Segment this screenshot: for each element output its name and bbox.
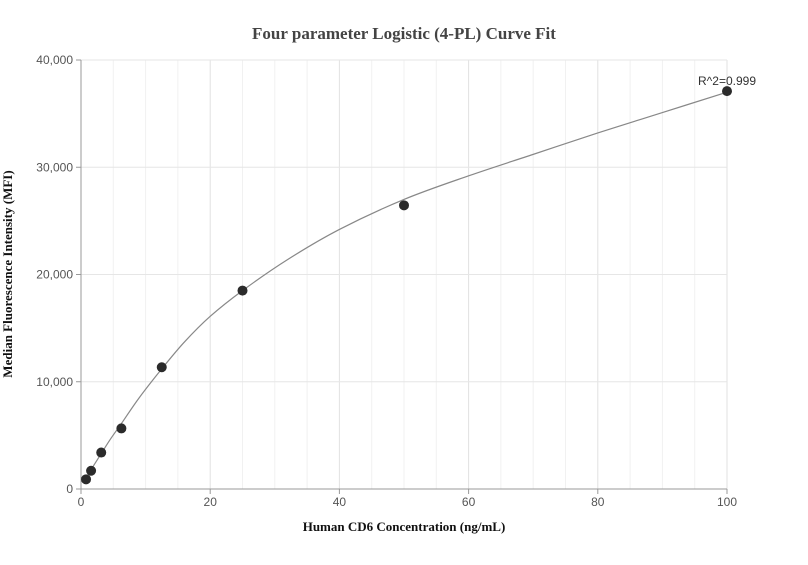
chart-title: Four parameter Logistic (4-PL) Curve Fit xyxy=(252,24,556,43)
x-tick-label: 60 xyxy=(462,495,476,509)
curve-layer xyxy=(85,91,728,479)
data-point xyxy=(86,465,97,476)
x-tick-label: 100 xyxy=(717,495,737,509)
ticks-layer: 0 20 40 60 80 100 0 10,000 20,000 30,000 40,000 xyxy=(36,53,737,509)
data-point xyxy=(156,362,167,373)
x-tick-label: 20 xyxy=(204,495,218,509)
y-axis-title: Median Fluorescence Intensity (MFI) xyxy=(0,170,15,377)
x-tick-label: 40 xyxy=(333,495,347,509)
x-tick-label: 0 xyxy=(78,495,85,509)
points-layer xyxy=(81,86,732,485)
data-point xyxy=(237,285,248,296)
data-point xyxy=(81,474,92,485)
grid-layer xyxy=(80,59,728,490)
data-point xyxy=(116,423,127,434)
y-tick-label: 0 xyxy=(66,482,73,496)
y-tick-label: 10,000 xyxy=(36,375,73,389)
y-tick-label: 30,000 xyxy=(36,160,73,174)
data-point xyxy=(722,86,732,97)
y-tick-label: 20,000 xyxy=(36,268,73,282)
fit-curve-line xyxy=(85,91,728,479)
r-squared-annotation: R^2=0.999 xyxy=(698,74,756,88)
data-point xyxy=(96,447,107,458)
x-axis-title: Human CD6 Concentration (ng/mL) xyxy=(303,519,506,534)
y-tick-label: 40,000 xyxy=(36,53,73,67)
data-point xyxy=(399,200,409,211)
x-tick-label: 80 xyxy=(591,495,605,509)
